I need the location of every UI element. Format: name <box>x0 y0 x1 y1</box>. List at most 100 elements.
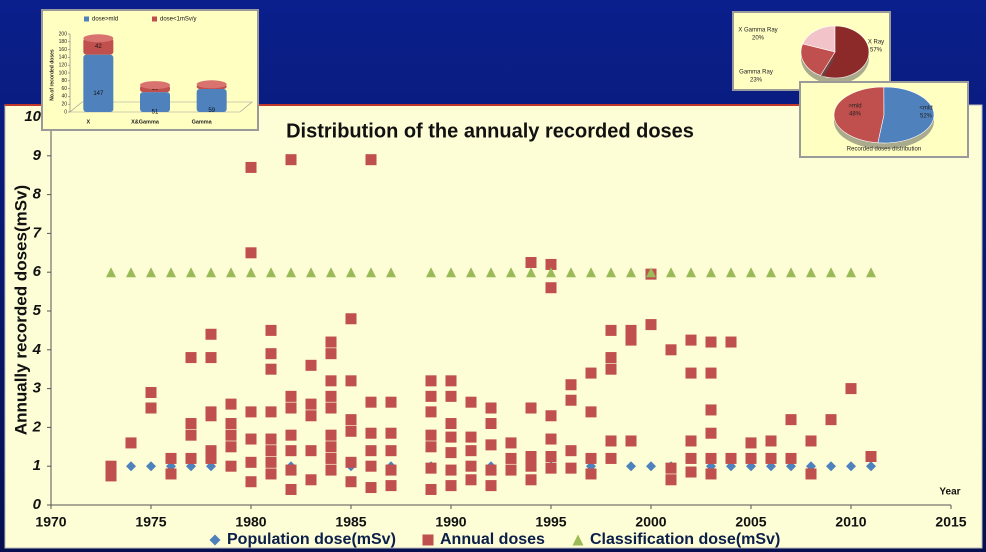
triangle-marker <box>346 267 356 278</box>
triangle-marker <box>686 267 696 278</box>
bar-segment <box>140 92 170 112</box>
y-tick-label: 120 <box>59 63 68 69</box>
square-marker <box>385 396 397 408</box>
slice-name: <mld <box>919 106 932 112</box>
square-marker <box>325 402 337 414</box>
triangle-marker <box>572 534 584 546</box>
square-marker <box>325 452 337 464</box>
square-marker <box>445 447 457 459</box>
slice-name: X Gamma Ray <box>738 28 777 34</box>
legend-label: dose>mld <box>92 17 118 23</box>
triangle-marker <box>506 267 516 278</box>
square-marker <box>185 352 197 364</box>
square-marker <box>105 470 117 482</box>
triangle-marker <box>786 267 796 278</box>
triangle-marker <box>446 267 456 278</box>
square-marker <box>665 462 677 474</box>
square-marker <box>165 468 177 480</box>
slice-value: 48% <box>849 112 862 118</box>
square-marker <box>385 427 397 439</box>
square-marker <box>225 429 237 441</box>
y-tick-label: 0 <box>64 109 67 115</box>
square-marker <box>525 474 537 486</box>
data-label: 51 <box>152 110 159 116</box>
slice-value: 57% <box>870 48 883 54</box>
square-marker <box>545 258 557 270</box>
x-tick-label: 1995 <box>535 514 566 530</box>
x-tick-label: 1990 <box>435 514 466 530</box>
square-marker <box>225 460 237 472</box>
square-marker <box>685 452 697 464</box>
triangle-marker <box>106 267 116 278</box>
square-marker <box>465 445 477 457</box>
square-marker <box>165 452 177 464</box>
y-tick-label: 80 <box>61 78 67 84</box>
y-tick-label: 9 <box>33 147 42 164</box>
square-marker <box>805 435 817 447</box>
square-marker <box>325 348 337 360</box>
square-marker <box>605 363 617 375</box>
square-marker <box>425 406 437 418</box>
square-marker <box>485 464 497 476</box>
square-marker <box>785 452 797 464</box>
square-marker <box>305 445 317 457</box>
y-tick-label: 20 <box>61 102 67 108</box>
square-marker <box>445 464 457 476</box>
square-marker <box>245 433 257 445</box>
pie-slice <box>820 25 870 79</box>
square-marker <box>185 418 197 430</box>
square-marker <box>445 480 457 492</box>
square-marker <box>465 474 477 486</box>
square-marker <box>605 324 617 336</box>
diamond-marker <box>146 461 156 472</box>
triangle-marker <box>226 267 236 278</box>
slice-value: 20% <box>752 36 765 42</box>
diamond-marker <box>826 461 836 472</box>
diamond-marker <box>626 461 636 472</box>
square-marker <box>585 367 597 379</box>
pie-slice <box>800 43 836 76</box>
square-marker <box>605 452 617 464</box>
triangle-marker <box>266 267 276 278</box>
triangle-marker <box>526 267 536 278</box>
square-marker <box>725 336 737 348</box>
y-tick-label: 2 <box>32 418 42 435</box>
square-marker <box>345 313 357 325</box>
y-axis-label: No.of recorded doses <box>49 49 55 101</box>
pie-slice <box>802 25 836 53</box>
triangle-marker <box>306 267 316 278</box>
square-marker <box>505 437 517 449</box>
triangle-marker <box>486 267 496 278</box>
square-marker <box>805 468 817 480</box>
data-label: 18 <box>152 86 159 92</box>
diamond-marker <box>646 461 656 472</box>
square-marker <box>205 445 217 457</box>
square-marker <box>705 427 717 439</box>
square-marker <box>365 482 377 494</box>
triangle-marker <box>666 267 676 278</box>
square-marker <box>685 435 697 447</box>
square-marker <box>185 452 197 464</box>
square-marker <box>205 410 217 422</box>
slice-name: Gamma Ray <box>739 70 773 76</box>
square-marker <box>625 435 637 447</box>
square-marker <box>265 433 277 445</box>
square-marker <box>705 404 717 416</box>
bar-cap <box>196 80 227 89</box>
triangle-marker <box>806 267 816 278</box>
square-marker <box>665 344 677 356</box>
square-marker <box>425 375 437 387</box>
square-marker <box>645 319 657 331</box>
pie-slice <box>877 86 935 144</box>
square-marker <box>265 348 277 360</box>
square-marker <box>325 464 337 476</box>
data-label: 42 <box>95 44 102 50</box>
legend-marker <box>152 16 157 22</box>
triangle-marker <box>626 267 636 278</box>
square-marker <box>585 468 597 480</box>
square-marker <box>485 439 497 451</box>
triangle-marker <box>826 267 836 278</box>
slice-name: >mld <box>848 104 861 110</box>
square-marker <box>145 402 157 414</box>
